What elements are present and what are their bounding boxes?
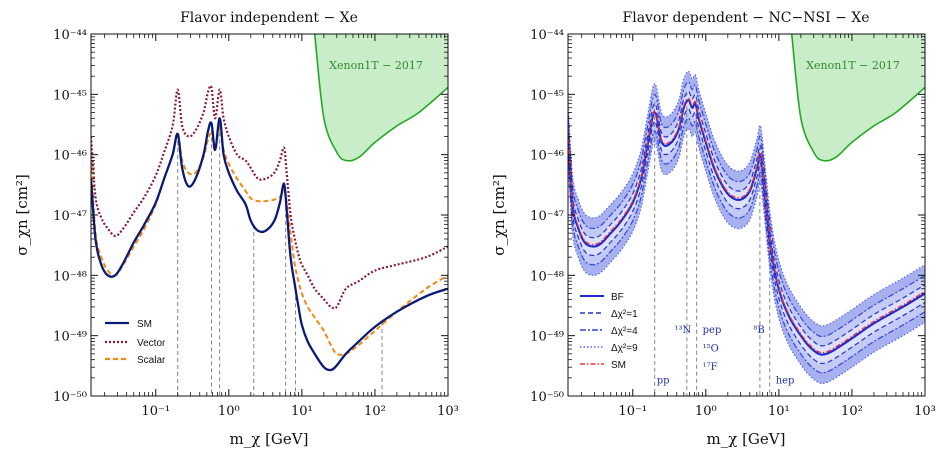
left-x-axis-label: m_χ [GeV]	[230, 430, 309, 448]
left-y-tick-label: 10⁻⁴⁴	[53, 28, 87, 43]
xenon-exclusion-region	[314, 34, 448, 161]
band-edge-upper-band4	[568, 81, 925, 338]
series-line-smdash	[568, 97, 925, 354]
legend-label-band4: Δχ²=4	[611, 326, 638, 337]
band-edge-upper-band1	[568, 90, 925, 347]
legend-label-bf: BF	[611, 292, 624, 303]
left-y-tick-label: 10⁻⁴⁵	[53, 88, 87, 103]
left-xenon-label: Xenon1T − 2017	[329, 59, 423, 72]
left-y-tick-label: 10⁻⁵⁰	[53, 390, 87, 405]
right-y-tick-label: 10⁻⁴⁵	[530, 88, 564, 103]
left-panel: Flavor independent − Xe 10⁻¹ 10⁰ 10¹ 10² 10³…	[13, 10, 459, 448]
legend-label-smdash: SM	[611, 360, 626, 371]
left-y-tick-label: 10⁻⁴⁶	[53, 149, 87, 164]
source-annotation: ¹³N	[674, 325, 691, 336]
xenon-exclusion-line	[313, 34, 448, 162]
left-x-tick-label: 10²	[364, 404, 386, 419]
source-annotation: ¹⁵O	[703, 343, 719, 354]
left-x-tick-label: 10¹	[291, 404, 313, 419]
right-legend: BF Δχ²=1 Δχ²=4 Δχ²=9 SM	[580, 292, 638, 371]
series-line-sm	[91, 117, 448, 372]
right-y-tick-label: 10⁻⁵⁰	[530, 390, 564, 405]
right-x-tick-label: 10³	[914, 404, 936, 419]
left-y-tick-label: 10⁻⁴⁷	[53, 209, 87, 224]
left-axis-ticks: 10⁻¹ 10⁰ 10¹ 10² 10³ 10⁻⁵⁰ 10⁻⁴⁹ 10⁻⁴⁸ 10⁻⁴⁷ 10⁻⁴…	[53, 28, 459, 419]
right-xenon-label: Xenon1T − 2017	[806, 59, 900, 72]
right-x-tick-label: 10⁰	[695, 404, 717, 419]
series-line-scalar	[91, 126, 448, 356]
left-x-tick-label: 10⁰	[218, 404, 240, 419]
left-y-tick-label: 10⁻⁴⁸	[53, 269, 87, 284]
xenon-exclusion-region	[791, 34, 925, 161]
source-annotation: pep	[703, 325, 722, 336]
right-annotations: pp ¹³N pep ¹⁵O ¹⁷F ⁸B hep	[657, 325, 795, 387]
legend-label-vector: Vector	[137, 338, 166, 349]
left-plot-area	[91, 34, 448, 396]
legend-label-scalar: Scalar	[137, 355, 166, 366]
right-x-tick-label: 10¹	[768, 404, 790, 419]
right-y-tick-label: 10⁻⁴⁷	[530, 209, 564, 224]
right-y-tick-label: 10⁻⁴⁶	[530, 149, 564, 164]
right-axis-ticks: 10⁻¹ 10⁰ 10¹ 10² 10³ 10⁻⁵⁰ 10⁻⁴⁹ 10⁻⁴⁸ 10⁻⁴⁷ 10⁻⁴…	[530, 28, 936, 419]
right-panel-title: Flavor dependent − NC−NSI − Xe	[623, 10, 870, 26]
right-x-tick-label: 10²	[841, 404, 863, 419]
left-legend: SM Vector Scalar	[105, 319, 166, 366]
source-annotation: hep	[776, 376, 795, 387]
legend-label-band9: Δχ²=9	[611, 343, 638, 354]
source-annotation: ¹⁷F	[703, 362, 718, 373]
legend-label-band1: Δχ²=1	[611, 309, 638, 320]
left-y-tick-label: 10⁻⁴⁹	[53, 330, 87, 345]
xenon-exclusion-line	[790, 34, 925, 162]
band-edge-lower-band1	[568, 108, 925, 365]
right-y-tick-label: 10⁻⁴⁹	[530, 330, 564, 345]
right-x-axis-label: m_χ [GeV]	[707, 430, 786, 448]
left-y-axis-label: σ_χn [cm²]	[13, 174, 31, 256]
source-annotation: pp	[657, 376, 670, 387]
right-x-tick-label: 10⁻¹	[618, 404, 647, 419]
legend-label-sm: SM	[137, 319, 152, 330]
left-x-tick-label: 10³	[437, 404, 459, 419]
series-line-vector	[91, 84, 448, 310]
right-y-tick-label: 10⁻⁴⁴	[530, 28, 564, 43]
source-annotation: ⁸B	[753, 325, 764, 336]
band-edge-lower-band4	[568, 117, 925, 374]
left-x-tick-label: 10⁻¹	[141, 404, 170, 419]
right-y-axis-label: σ_χn [cm²]	[490, 174, 508, 256]
right-panel: Flavor dependent − NC−NSI − Xe 10⁻¹ 10⁰ 10…	[490, 10, 936, 448]
right-y-tick-label: 10⁻⁴⁸	[530, 269, 564, 284]
right-plot-area	[568, 34, 925, 396]
left-panel-title: Flavor independent − Xe	[180, 10, 358, 26]
